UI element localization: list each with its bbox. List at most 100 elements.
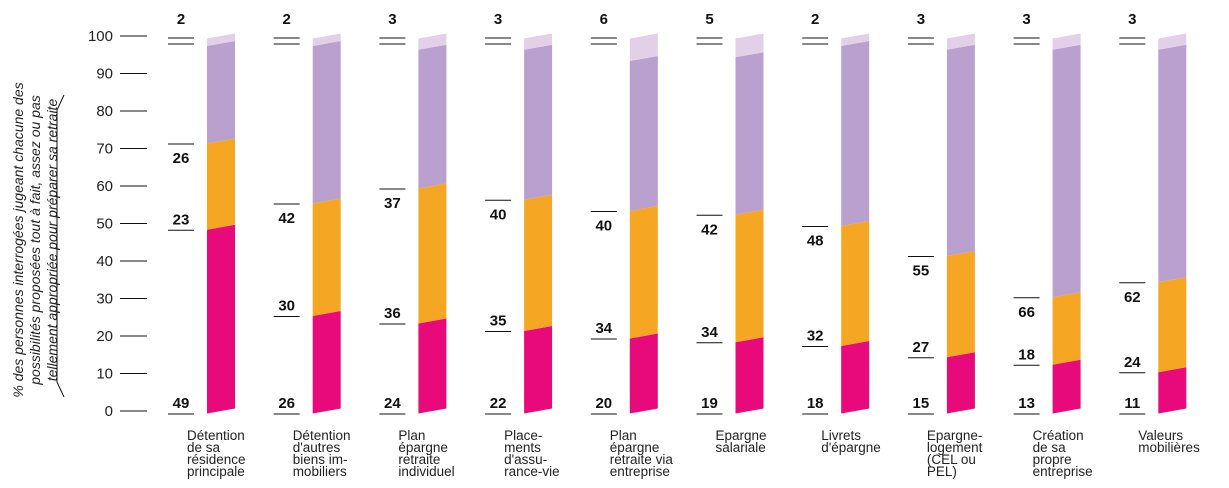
y-tick-label: 30 bbox=[96, 291, 113, 308]
bar-segment-2-3 bbox=[418, 33, 447, 50]
y-tick-label: 100 bbox=[88, 28, 113, 45]
bar-segment-9-0 bbox=[1158, 367, 1187, 414]
bar-segment-3-1 bbox=[524, 194, 553, 331]
bar-segment-6-1 bbox=[841, 221, 870, 346]
value-label-7-2: 55 bbox=[913, 263, 930, 280]
value-label-9-0: 11 bbox=[1124, 395, 1140, 412]
bar-segment-6-0 bbox=[841, 341, 870, 414]
bar-segment-5-2 bbox=[735, 52, 764, 215]
category-label-9: Valeurs mobilières bbox=[1138, 428, 1200, 455]
bar-segment-7-3 bbox=[946, 33, 975, 50]
value-label-8-3: 3 bbox=[1022, 11, 1030, 28]
y-axis-title-text: % des personnes interrogées jugeant chac… bbox=[10, 82, 60, 397]
value-label-6-0: 18 bbox=[807, 395, 824, 412]
bar-segment-1-2 bbox=[312, 41, 341, 204]
bar-segment-1-0 bbox=[312, 311, 341, 414]
bar-segment-9-3 bbox=[1158, 33, 1187, 50]
y-axis: 0 10 20 30 40 50 60 70 80 90 100 bbox=[88, 28, 147, 420]
value-label-6-1: 32 bbox=[807, 328, 824, 345]
value-label-3-1: 35 bbox=[490, 313, 507, 330]
y-axis-bracket-ends bbox=[56, 94, 65, 398]
value-label-5-2: 42 bbox=[701, 221, 718, 238]
bar-segment-2-2 bbox=[418, 44, 447, 189]
value-label-8-1: 18 bbox=[1018, 346, 1035, 363]
bar-segment-1-3 bbox=[312, 33, 341, 46]
y-axis-title: % des personnes interrogées jugeant chac… bbox=[10, 82, 65, 398]
bar-segment-5-0 bbox=[735, 337, 764, 414]
bar-segment-8-0 bbox=[1052, 359, 1081, 414]
value-label-2-0: 24 bbox=[384, 395, 401, 412]
value-label-6-3: 2 bbox=[811, 11, 819, 28]
value-label-3-0: 22 bbox=[490, 395, 507, 412]
bar-segment-2-1 bbox=[418, 183, 447, 324]
y-tick-label: 60 bbox=[96, 178, 113, 195]
bar-segment-0-3 bbox=[207, 33, 235, 46]
bar-segment-3-2 bbox=[524, 44, 553, 200]
category-label-6: Livrets d'épargne bbox=[821, 428, 881, 455]
value-label-9-2: 62 bbox=[1124, 289, 1141, 306]
value-label-5-3: 5 bbox=[705, 11, 713, 28]
bar-segment-8-1 bbox=[1052, 292, 1081, 365]
bar-segment-0-2 bbox=[207, 41, 235, 144]
value-label-7-0: 15 bbox=[913, 395, 930, 412]
y-tick-label: 50 bbox=[96, 216, 113, 233]
y-tick-label: 20 bbox=[96, 328, 113, 345]
category-labels-layer: Détention de sa résidence principale Détenti… bbox=[187, 428, 1200, 479]
category-label-4: Plan épargne retraite via entreprise bbox=[610, 428, 674, 479]
bar-segment-8-3 bbox=[1052, 33, 1081, 50]
value-label-6-2: 48 bbox=[807, 233, 824, 250]
value-label-1-1: 30 bbox=[278, 298, 295, 315]
value-label-3-2: 40 bbox=[490, 206, 507, 223]
bar-segment-4-0 bbox=[629, 333, 658, 414]
value-label-0-0: 49 bbox=[173, 395, 190, 412]
category-label-7: Epargne-logement (CEL ou PEL) bbox=[927, 428, 983, 479]
category-label-5: Epargne salariale bbox=[716, 428, 767, 455]
value-label-2-3: 3 bbox=[388, 11, 396, 28]
y-tick-label: 70 bbox=[96, 141, 113, 158]
y-tick-label: 0 bbox=[105, 403, 113, 420]
y-tick-label: 40 bbox=[96, 253, 113, 270]
value-label-9-1: 24 bbox=[1124, 354, 1141, 371]
bar-segment-8-2 bbox=[1052, 44, 1081, 298]
bar-segment-5-1 bbox=[735, 209, 764, 343]
bar-segment-4-3 bbox=[629, 33, 658, 61]
value-label-8-2: 66 bbox=[1018, 304, 1035, 321]
value-label-4-0: 20 bbox=[595, 395, 612, 412]
bar-segment-0-0 bbox=[207, 224, 235, 414]
value-label-4-1: 34 bbox=[595, 320, 612, 337]
bar-segment-4-1 bbox=[629, 206, 658, 339]
value-label-5-1: 34 bbox=[701, 324, 718, 341]
value-labels-layer: 4923262263042224363732235403203440619344… bbox=[168, 11, 1146, 415]
bar-segment-9-2 bbox=[1158, 44, 1187, 283]
y-tick-label: 10 bbox=[96, 366, 113, 383]
category-label-3: Place-ments d'assu-rance-vie bbox=[504, 428, 560, 479]
value-label-9-3: 3 bbox=[1128, 11, 1136, 28]
value-label-1-3: 2 bbox=[283, 11, 291, 28]
value-label-5-0: 19 bbox=[701, 395, 718, 412]
value-label-8-0: 13 bbox=[1018, 395, 1035, 412]
value-label-7-1: 27 bbox=[913, 339, 930, 356]
bar-segment-3-0 bbox=[524, 326, 553, 414]
value-label-4-2: 40 bbox=[595, 218, 612, 235]
category-label-8: Création de sa propre entreprise bbox=[1033, 428, 1093, 479]
value-label-1-0: 26 bbox=[278, 395, 295, 412]
bar-segment-1-1 bbox=[312, 198, 341, 316]
value-label-1-2: 42 bbox=[278, 210, 295, 227]
bar-segment-3-3 bbox=[524, 33, 553, 50]
bar-segment-0-1 bbox=[207, 138, 235, 230]
bar-segment-7-2 bbox=[946, 44, 975, 256]
bar-segment-6-2 bbox=[841, 41, 870, 226]
bar-segment-9-1 bbox=[1158, 277, 1187, 373]
bar-segment-6-3 bbox=[841, 33, 870, 46]
value-label-2-1: 36 bbox=[384, 305, 401, 322]
value-label-0-2: 26 bbox=[173, 150, 190, 167]
y-tick-label: 80 bbox=[96, 103, 113, 120]
bar-segment-5-3 bbox=[735, 33, 764, 58]
value-label-0-3: 2 bbox=[177, 11, 185, 28]
value-label-3-3: 3 bbox=[494, 11, 502, 28]
value-label-7-3: 3 bbox=[917, 11, 925, 28]
bar-segment-2-0 bbox=[418, 318, 447, 414]
y-tick-label: 90 bbox=[96, 66, 113, 83]
